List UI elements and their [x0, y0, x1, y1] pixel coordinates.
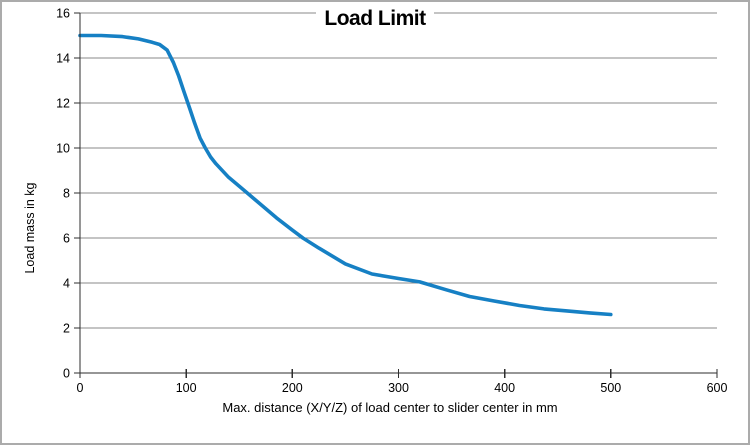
y-tick-label: 4 — [63, 277, 70, 291]
y-tick-label: 14 — [56, 52, 70, 66]
y-axis-title: Load mass in kg — [23, 182, 37, 274]
x-tick-label: 200 — [282, 381, 303, 395]
tick-labels-group: 0 2 4 6 8 10 12 14 16 0 100 200 300 400 500 600 — [56, 7, 727, 396]
gridlines-group — [80, 12, 717, 329]
y-tick-label: 16 — [56, 7, 70, 21]
y-tick-label: 6 — [63, 232, 70, 246]
y-tick-label: 2 — [63, 322, 70, 336]
y-tick-label: 10 — [56, 142, 70, 156]
x-tick-label: 0 — [77, 381, 84, 395]
x-axis-title: Max. distance (X/Y/Z) of load center to … — [222, 400, 558, 415]
x-tick-label: 600 — [707, 381, 728, 395]
x-tick-label: 400 — [494, 381, 515, 395]
chart-title: Load Limit — [2, 7, 748, 31]
load-limit-curve — [78, 33, 613, 317]
y-tick-label: 0 — [63, 367, 70, 381]
y-tick-label: 12 — [56, 97, 70, 111]
x-tick-label: 100 — [176, 381, 197, 395]
chart-title-text: Load Limit — [316, 7, 434, 31]
x-tick-label: 300 — [388, 381, 409, 395]
x-tick-label: 500 — [600, 381, 621, 395]
axes-group — [74, 12, 718, 378]
y-tick-label: 8 — [63, 187, 70, 201]
